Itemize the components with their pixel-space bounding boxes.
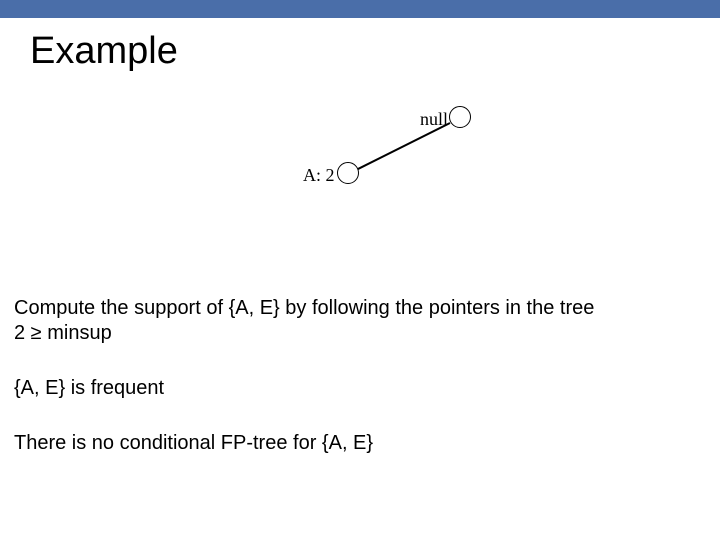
body-line-1: Compute the support of {A, E} by followi…: [14, 295, 594, 321]
top-accent-bar: [0, 0, 720, 18]
body-line-3: {A, E} is frequent: [14, 375, 164, 401]
tree-node-a2: [337, 162, 359, 184]
fp-tree-diagram: null A: 2: [300, 115, 520, 205]
body-line-2: 2 ≥ minsup: [14, 320, 112, 346]
tree-node-root-label: null: [420, 109, 448, 130]
body-line-4: There is no conditional FP-tree for {A, …: [14, 430, 373, 456]
slide-title: Example: [30, 30, 178, 73]
tree-node-a2-label: A: 2: [303, 165, 335, 186]
tree-node-root: [449, 106, 471, 128]
